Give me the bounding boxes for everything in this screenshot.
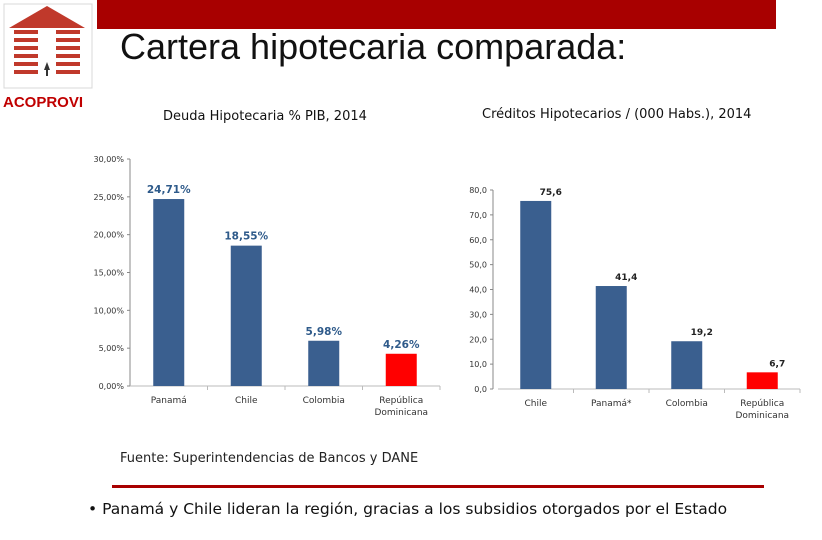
value-label-1: 41,4 (615, 273, 637, 283)
y-tick-label: 50,0 (469, 261, 487, 270)
page-title: Cartera hipotecaria comparada: (120, 26, 627, 67)
y-tick-label: 30,00% (93, 155, 124, 164)
bar-2 (308, 340, 340, 386)
value-label-0: 75,6 (540, 188, 562, 198)
category-label-3: República (740, 399, 784, 409)
value-label-2: 19,2 (691, 328, 713, 338)
value-label-3: 6,7 (769, 359, 785, 369)
y-tick-label: 60,0 (469, 236, 487, 245)
bar-3 (385, 353, 417, 386)
category-label-0: Chile (524, 399, 547, 409)
acoprovi-logo: ACOPROVI (0, 0, 95, 115)
y-tick-label: 0,0 (474, 385, 487, 394)
bar-2 (671, 341, 703, 389)
category-label-1: Panamá* (591, 399, 632, 409)
value-label-0: 24,71% (147, 184, 191, 196)
y-tick-label: 15,00% (93, 269, 124, 278)
category-label-2: Colombia (666, 399, 708, 409)
category-label-3: Dominicana (374, 408, 428, 418)
divider-rule (112, 485, 764, 488)
value-label-3: 4,26% (383, 339, 420, 351)
y-tick-label: 5,00% (99, 344, 125, 353)
header-accent-bar (97, 0, 776, 29)
chart-1-title: Deuda Hipotecaria % PIB, 2014 (163, 109, 367, 124)
value-label-1: 18,55% (224, 231, 268, 243)
logo-text: ACOPROVI (3, 94, 84, 111)
deuda-hipotecaria-chart: 0,00% 5,00% 10,00% 15,00% 20,00% 25,00% 30,00%… (93, 155, 441, 418)
y-tick-label: 0,00% (99, 382, 125, 391)
bar-0 (153, 199, 185, 386)
y-tick-label: 20,0 (469, 335, 487, 344)
bar-0 (520, 200, 552, 389)
y-tick-label: 10,0 (469, 360, 487, 369)
bar-1 (595, 286, 627, 389)
category-label-2: Colombia (303, 396, 345, 406)
category-label-1: Chile (235, 396, 258, 406)
bar-1 (230, 245, 262, 386)
source-note: Fuente: Superintendencias de Bancos y DA… (120, 451, 419, 466)
category-label-3: República (379, 396, 423, 406)
category-label-3: Dominicana (735, 411, 789, 421)
chart-2-title: Créditos Hipotecarios / (000 Habs.), 201… (482, 107, 752, 122)
category-label-0: Panamá (151, 396, 187, 406)
y-tick-label: 25,00% (93, 193, 124, 202)
value-label-2: 5,98% (306, 326, 343, 338)
y-tick-label: 20,00% (93, 231, 124, 240)
bar-3 (746, 372, 778, 389)
y-tick-label: 80,0 (469, 186, 487, 195)
y-tick-label: 10,00% (93, 306, 124, 315)
y-tick-label: 30,0 (469, 310, 487, 319)
y-tick-label: 40,0 (469, 286, 487, 295)
creditos-hipotecarios-chart: 0,0 10,0 20,0 30,0 40,0 50,0 60,0 70,0 80,0 75,6 C… (469, 186, 801, 421)
bullet-point: • Panamá y Chile lideran la región, grac… (88, 500, 727, 518)
bullet-marker: • (88, 500, 98, 518)
building-logo-icon (3, 3, 93, 89)
y-tick-label: 70,0 (469, 211, 487, 220)
bullet-text: Panamá y Chile lideran la región, gracia… (102, 500, 728, 518)
